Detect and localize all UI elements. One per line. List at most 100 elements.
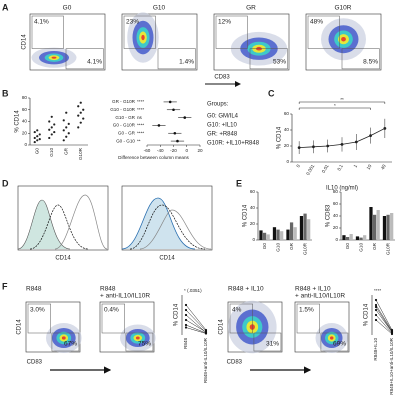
data-dot [77, 105, 80, 108]
plot-title: G10R [335, 5, 352, 12]
plot-title: R848 [26, 286, 42, 293]
gate [51, 332, 80, 352]
pair-dot [374, 308, 378, 312]
legend-item: G0: GM/IL4 [207, 114, 239, 120]
hist-frame [121, 185, 213, 251]
bar [272, 227, 277, 240]
y-tick-label: 20 [250, 221, 256, 226]
panel-label: A [2, 2, 9, 12]
y-tick-label: 80 [333, 189, 339, 194]
pair-line [375, 306, 393, 333]
flow-density [61, 336, 66, 340]
data-dot [79, 101, 82, 104]
panel-label: F [2, 281, 8, 291]
x-tick-label: GR [63, 147, 68, 155]
y-tick-label: 40 [250, 205, 256, 210]
data-dot [67, 122, 70, 125]
significance: ** [137, 138, 141, 143]
gate-percent: 53% [273, 59, 286, 66]
pair-dot [184, 303, 188, 307]
panel-label: C [268, 88, 275, 98]
data-dot [79, 111, 82, 114]
data-dot [62, 119, 65, 122]
gate [123, 15, 156, 49]
pair-line [375, 314, 393, 334]
plot-title: G10 [153, 5, 166, 12]
gate [125, 332, 154, 352]
data-dot [82, 117, 85, 120]
legend-item: GR: +R848 [207, 132, 238, 138]
bar [286, 229, 290, 240]
gate-percent: 1.4% [179, 59, 194, 66]
pair-dot [374, 318, 378, 322]
y-tick-label: 60 [333, 201, 339, 206]
gate [296, 303, 320, 334]
data-dot [50, 133, 53, 136]
axis-label: CD14 [17, 319, 23, 335]
data-dot [53, 130, 56, 134]
gate-percent: 3.0% [30, 307, 45, 314]
plot-title: + anti-IL10/IL10R [100, 293, 150, 300]
data-dot [62, 129, 65, 132]
axis-label: % CD14 [15, 110, 21, 133]
axis-label: CD83 [27, 360, 43, 366]
plot-title: + anti-IL10/IL10R [295, 293, 345, 300]
bar [342, 235, 346, 240]
legend-item: G10: +IL10 [207, 123, 238, 129]
gate [229, 303, 253, 334]
y-tick-label: 40 [333, 213, 339, 218]
bar [390, 213, 394, 240]
hist-curve [17, 199, 71, 250]
significance: **** [137, 123, 144, 128]
row-label: G0 - G10 [116, 138, 135, 143]
x-tick-label: R848+IL10 [373, 338, 378, 361]
bracket [298, 107, 371, 110]
gate [101, 303, 125, 334]
panel-label: D [2, 178, 9, 188]
axis-label: Difference between column means [118, 155, 189, 160]
gate-percent: 8.5% [363, 59, 378, 66]
gate-percent: 0.4% [104, 307, 119, 314]
bar [345, 237, 350, 240]
bar [303, 213, 307, 240]
data-dot [65, 135, 68, 138]
data-dot [77, 126, 80, 129]
data-dot [48, 136, 51, 140]
data-dot [67, 132, 70, 135]
y-tick-label: 60 [284, 111, 290, 116]
data-dot [33, 130, 36, 134]
row-label: G0 - G10R [113, 123, 136, 128]
hist-curve [121, 197, 196, 250]
bar [369, 207, 373, 240]
gate [65, 48, 104, 70]
x-tick-label: 10 [366, 163, 373, 170]
x-tick-label: 0.1 [336, 163, 344, 171]
x-tick-label: 0 [185, 148, 188, 153]
data-dot [53, 123, 56, 126]
data-dot [38, 133, 41, 136]
gate [249, 48, 288, 70]
gate [253, 332, 282, 352]
x-tick-label: 1 [353, 163, 359, 168]
plot-title: R848 [100, 286, 116, 293]
pair-dot [184, 323, 188, 327]
gate-percent: 4% [232, 307, 242, 314]
data-dot [50, 115, 53, 118]
gate-percent: 23% [126, 19, 139, 26]
gate-percent: 12% [218, 19, 231, 26]
plot-title: G0 [63, 5, 72, 12]
mean-dot [183, 116, 187, 119]
significance: * (.0351) [184, 288, 202, 293]
pair-dot [390, 332, 394, 336]
data-dot [33, 136, 36, 140]
y-tick-label: 60 [250, 189, 256, 194]
x-tick-label: G0 [34, 148, 39, 155]
data-dot [50, 126, 53, 129]
bar [262, 232, 267, 240]
data-point [383, 126, 387, 130]
flow-density [141, 34, 145, 41]
bar [372, 214, 377, 240]
y-tick-label: 0 [252, 237, 255, 242]
flow-density [329, 336, 334, 340]
